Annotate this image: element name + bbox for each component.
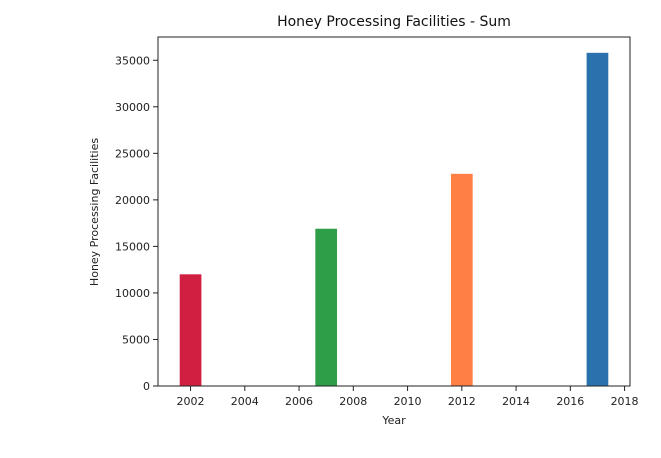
bar-2007: [315, 228, 338, 386]
y-tick-label-30000: 30000: [115, 101, 150, 114]
y-tick-label-15000: 15000: [115, 240, 150, 253]
y-tick-label-20000: 20000: [115, 194, 150, 207]
y-tick-label-10000: 10000: [115, 287, 150, 300]
x-tick-label-2018: 2018: [611, 395, 639, 408]
x-tick-label-2004: 2004: [231, 395, 259, 408]
bar-2002: [179, 274, 202, 386]
bar-2017: [586, 52, 609, 386]
x-tick-label-2012: 2012: [448, 395, 476, 408]
x-tick-label-2006: 2006: [285, 395, 313, 408]
y-tick-label-5000: 5000: [122, 333, 150, 346]
y-tick-label-35000: 35000: [115, 54, 150, 67]
x-axis-label: Year: [381, 414, 406, 427]
bar-2012: [450, 173, 473, 386]
x-tick-label-2008: 2008: [339, 395, 367, 408]
x-tick-label-2014: 2014: [502, 395, 530, 408]
y-axis-label: Honey Processing Facilities: [88, 138, 101, 286]
y-tick-label-0: 0: [143, 380, 150, 393]
y-tick-label-25000: 25000: [115, 147, 150, 160]
x-tick-label-2010: 2010: [394, 395, 422, 408]
chart-title: Honey Processing Facilities - Sum: [277, 14, 511, 30]
plot-area: 2002 2004 2006 2008 2010 2012 2014 2016 2018 0 500…: [115, 36, 639, 408]
plot-frame: [157, 36, 631, 387]
x-tick-label-2002: 2002: [177, 395, 205, 408]
x-tick-label-2016: 2016: [556, 395, 584, 408]
